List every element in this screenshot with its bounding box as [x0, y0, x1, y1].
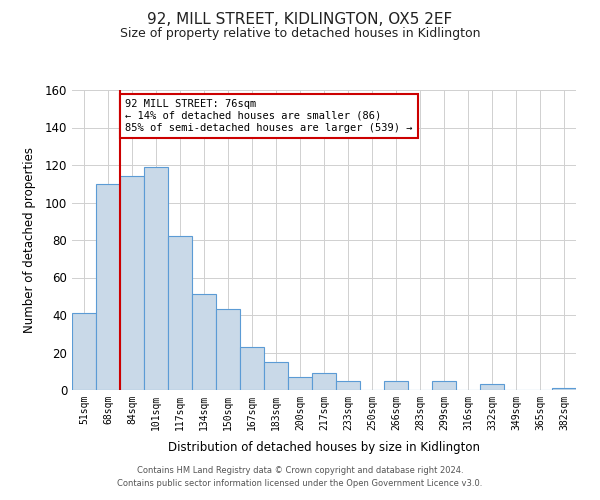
- Bar: [336, 380, 360, 390]
- Bar: [72, 313, 96, 390]
- Bar: [168, 236, 192, 390]
- Bar: [264, 362, 288, 390]
- Bar: [144, 167, 168, 390]
- Text: Size of property relative to detached houses in Kidlington: Size of property relative to detached ho…: [120, 28, 480, 40]
- Bar: [240, 347, 264, 390]
- Bar: [288, 377, 312, 390]
- Bar: [384, 380, 408, 390]
- Bar: [480, 384, 504, 390]
- Text: 92, MILL STREET, KIDLINGTON, OX5 2EF: 92, MILL STREET, KIDLINGTON, OX5 2EF: [148, 12, 452, 28]
- Bar: [192, 294, 216, 390]
- Y-axis label: Number of detached properties: Number of detached properties: [23, 147, 37, 333]
- Bar: [216, 310, 240, 390]
- Bar: [96, 184, 120, 390]
- Bar: [312, 373, 336, 390]
- Bar: [552, 388, 576, 390]
- X-axis label: Distribution of detached houses by size in Kidlington: Distribution of detached houses by size …: [168, 441, 480, 454]
- Bar: [120, 176, 144, 390]
- Text: 92 MILL STREET: 76sqm
← 14% of detached houses are smaller (86)
85% of semi-deta: 92 MILL STREET: 76sqm ← 14% of detached …: [125, 100, 412, 132]
- Bar: [432, 380, 456, 390]
- Text: Contains HM Land Registry data © Crown copyright and database right 2024.
Contai: Contains HM Land Registry data © Crown c…: [118, 466, 482, 487]
